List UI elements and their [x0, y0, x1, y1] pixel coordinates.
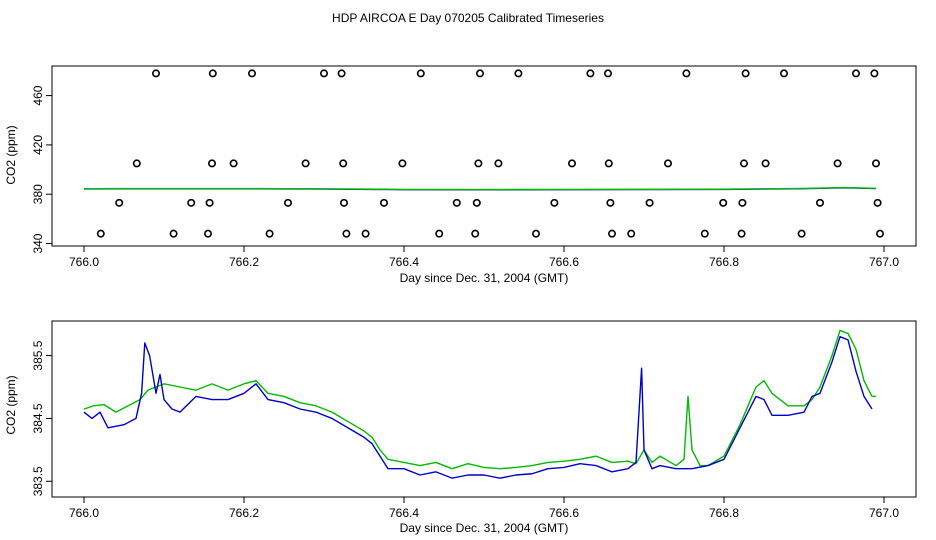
- top-data-point: [337, 69, 346, 78]
- top-x-tick-label: 767.0: [869, 255, 899, 269]
- top-data-point: [700, 229, 709, 238]
- top-data-point: [761, 159, 770, 168]
- bottom-plot-area: 766.0 766.2 766.4 766.6 766.8 767.0 383.5 384.5…: [31, 320, 917, 520]
- bottom-y-tick-label: 384.5: [31, 403, 45, 433]
- top-data-point: [229, 159, 238, 168]
- top-data-point: [339, 159, 348, 168]
- top-data-point: [474, 159, 483, 168]
- top-data-point: [627, 229, 636, 238]
- top-panel: 766.0 766.2 766.4 766.6 766.8 767.0 340 380 420 4…: [4, 65, 917, 285]
- top-data-point: [875, 229, 884, 238]
- top-y-tick-label: 380: [31, 184, 45, 204]
- top-data-point: [361, 229, 370, 238]
- top-data-point: [265, 229, 274, 238]
- top-data-point: [531, 229, 540, 238]
- top-data-point: [738, 198, 747, 207]
- top-plot-area: 766.0 766.2 766.4 766.6 766.8 767.0 340 380 420 4…: [31, 65, 917, 269]
- top-data-point: [494, 159, 503, 168]
- top-data-point: [208, 159, 217, 168]
- top-data-point: [719, 198, 728, 207]
- bottom-y-axis-title: CO2 (ppm): [4, 375, 18, 434]
- top-x-tick-label: 766.4: [389, 255, 419, 269]
- bottom-series-line-green: [83, 329, 876, 470]
- top-data-point: [607, 229, 616, 238]
- bottom-series-line-blue: [83, 336, 873, 479]
- bottom-x-axis-title: Day since Dec. 31, 2004 (GMT): [400, 521, 569, 535]
- top-x-tick-label: 766.6: [549, 255, 579, 269]
- top-data-point: [603, 69, 612, 78]
- bottom-y-tick-label: 385.5: [31, 340, 45, 370]
- top-data-point: [152, 69, 161, 78]
- bottom-series-group: [83, 329, 876, 479]
- top-y-tick-label: 460: [31, 85, 45, 105]
- top-x-tick-label: 766.2: [229, 255, 259, 269]
- bottom-x-tick-label: 766.4: [389, 506, 419, 520]
- top-data-point: [248, 69, 257, 78]
- top-data-point: [115, 198, 124, 207]
- top-y-tick-label: 340: [31, 233, 45, 253]
- top-x-axis-title: Day since Dec. 31, 2004 (GMT): [400, 271, 569, 285]
- top-data-point: [815, 198, 824, 207]
- top-data-point: [514, 69, 523, 78]
- top-data-point: [663, 159, 672, 168]
- top-data-point: [475, 69, 484, 78]
- top-data-point: [132, 159, 141, 168]
- top-data-point: [416, 69, 425, 78]
- top-data-point: [204, 229, 213, 238]
- bottom-x-tick-label: 766.0: [69, 506, 99, 520]
- top-data-point: [741, 69, 750, 78]
- top-data-point: [851, 69, 860, 78]
- top-data-point: [606, 198, 615, 207]
- top-data-point: [797, 229, 806, 238]
- top-data-point: [586, 69, 595, 78]
- top-data-point: [435, 229, 444, 238]
- top-x-tick-label: 766.0: [69, 255, 99, 269]
- top-x-tick-label: 766.8: [709, 255, 739, 269]
- bottom-x-tick-label: 766.2: [229, 506, 259, 520]
- top-y-axis-title: CO2 (ppm): [4, 125, 18, 184]
- top-data-point: [342, 229, 351, 238]
- top-data-point: [645, 198, 654, 207]
- top-data-point: [379, 198, 388, 207]
- chart-title: HDP AIRCOA E Day 070205 Calibrated Times…: [332, 11, 604, 25]
- top-data-point: [604, 159, 613, 168]
- top-data-point: [737, 229, 746, 238]
- bottom-y-tick-label: 383.5: [31, 466, 45, 496]
- top-data-point: [870, 69, 879, 78]
- top-data-point: [169, 229, 178, 238]
- top-series-group: [83, 69, 884, 238]
- top-plot-frame: [51, 65, 917, 247]
- top-data-point: [452, 198, 461, 207]
- top-data-point: [205, 198, 214, 207]
- top-data-point: [208, 69, 217, 78]
- bottom-x-tick-label: 766.8: [709, 506, 739, 520]
- top-data-point: [283, 198, 292, 207]
- bottom-x-tick-label: 766.6: [549, 506, 579, 520]
- top-data-point: [873, 198, 882, 207]
- top-y-tick-label: 420: [31, 135, 45, 155]
- top-data-point: [739, 159, 748, 168]
- top-data-point: [833, 159, 842, 168]
- top-series-line-green: [83, 186, 877, 191]
- top-data-point: [567, 159, 576, 168]
- top-data-point: [319, 69, 328, 78]
- top-data-point: [682, 69, 691, 78]
- top-data-point: [187, 198, 196, 207]
- top-data-point: [471, 229, 480, 238]
- bottom-x-tick-label: 767.0: [869, 506, 899, 520]
- bottom-plot-frame: [51, 320, 917, 498]
- top-data-point: [301, 159, 310, 168]
- bottom-panel: 766.0 766.2 766.4 766.6 766.8 767.0 383.5 384.5…: [4, 320, 917, 535]
- top-data-point: [339, 198, 348, 207]
- top-data-point: [550, 198, 559, 207]
- top-data-point: [96, 229, 105, 238]
- top-data-point: [472, 198, 481, 207]
- top-data-point: [871, 159, 880, 168]
- top-data-point: [779, 69, 788, 78]
- top-data-point: [398, 159, 407, 168]
